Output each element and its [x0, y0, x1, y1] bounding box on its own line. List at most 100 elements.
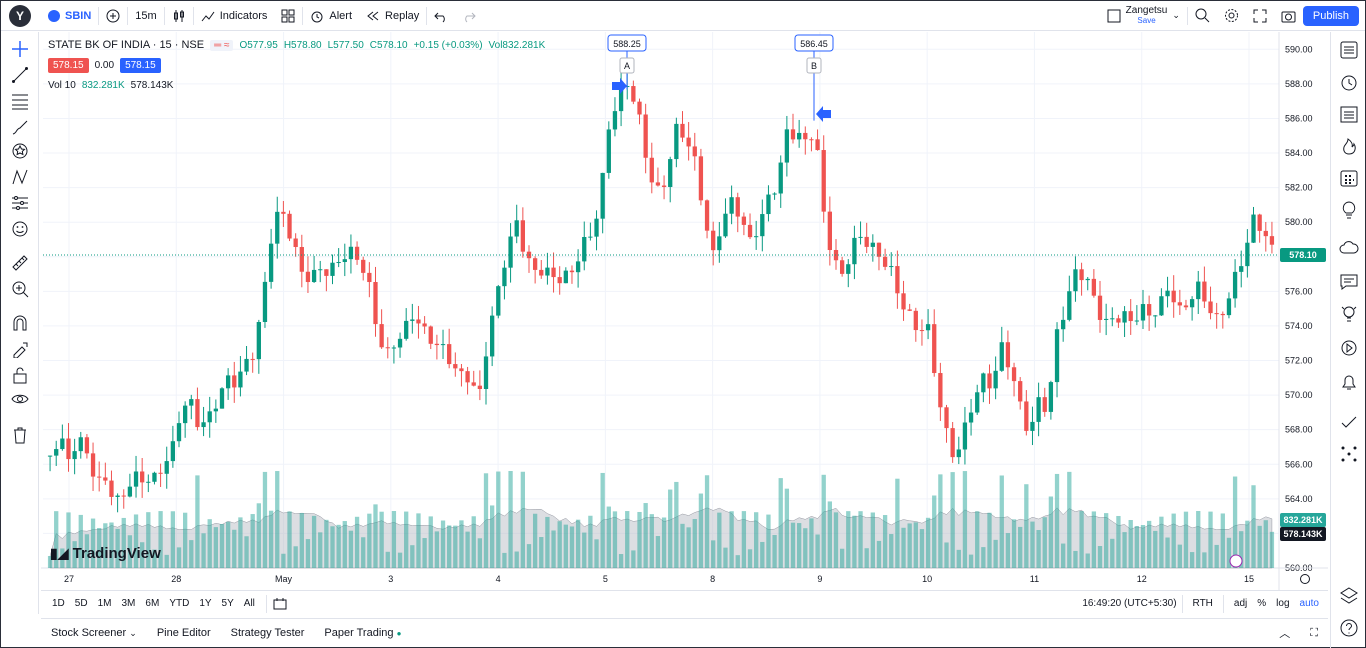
range-6m[interactable]: 6M [145, 598, 160, 609]
search-button[interactable] [1188, 1, 1217, 31]
layout-menu[interactable]: Zangetsu Save ⌄ [1100, 1, 1187, 31]
volume-bar [551, 530, 556, 568]
tab-strategy-tester[interactable]: Strategy Tester [230, 627, 305, 639]
chat-cloud-icon[interactable] [1339, 238, 1359, 258]
volume-bar [268, 510, 274, 568]
layers-icon[interactable] [1339, 586, 1359, 606]
range-buttons: 1D 5D 1M 3M 6M YTD 1Y 5Y All [47, 598, 260, 609]
user-avatar[interactable]: Y [9, 4, 31, 27]
volume-bar [895, 478, 900, 568]
settings-button[interactable] [1217, 1, 1246, 31]
range-3m[interactable]: 3M [121, 598, 136, 609]
tradingview-watermark[interactable]: ▮◢ TradingView [50, 545, 161, 562]
zoom-in-icon[interactable] [11, 280, 29, 298]
templates-button[interactable] [274, 1, 302, 31]
volume-bar [78, 514, 83, 568]
crosshair-icon[interactable] [11, 40, 29, 58]
redo-button[interactable] [455, 1, 483, 31]
alert-button[interactable]: Alert [303, 1, 359, 31]
maximize-panel-button[interactable]: ⛶ [1300, 627, 1328, 640]
price-axis-label: 590.00 [1285, 44, 1313, 54]
adj-button[interactable]: adj [1233, 598, 1248, 609]
indicators-button[interactable]: Indicators [194, 1, 275, 31]
lock-icon[interactable] [11, 366, 29, 384]
candle-body [459, 368, 464, 372]
notifications-bell-icon[interactable] [1339, 372, 1359, 392]
candle-body [502, 267, 507, 287]
measure-tools-icon[interactable] [11, 194, 29, 212]
trash-icon[interactable] [11, 426, 29, 444]
volume-bar [790, 522, 796, 568]
tab-stock-screener[interactable]: Stock Screener ⌄ [41, 627, 147, 639]
tab-pine-editor[interactable]: Pine Editor [156, 627, 211, 639]
fullscreen-button[interactable] [1246, 1, 1274, 31]
dom-icon[interactable] [1339, 412, 1359, 432]
axis-settings-icon[interactable] [1300, 574, 1310, 584]
range-5d[interactable]: 5D [74, 598, 88, 609]
object-tree-icon[interactable] [1339, 444, 1359, 464]
brush-icon[interactable] [11, 118, 29, 136]
candle-body [631, 86, 636, 102]
volume-bar [618, 554, 624, 568]
help-icon[interactable] [1339, 618, 1359, 638]
volume-indicator-label[interactable]: Vol 10 [48, 79, 76, 91]
publish-button[interactable]: Publish [1302, 5, 1359, 26]
range-1y[interactable]: 1Y [199, 598, 212, 609]
hotlists-fire-icon[interactable] [1339, 136, 1359, 156]
messages-icon[interactable] [1339, 272, 1359, 292]
trend-line-icon[interactable] [11, 66, 29, 84]
watchlist-icon[interactable] [1339, 40, 1359, 60]
range-1d[interactable]: 1D [52, 598, 65, 609]
range-all[interactable]: All [243, 598, 255, 609]
compare-button[interactable] [99, 1, 127, 31]
price-chart[interactable]: 27 28 May 3 4 5 8 9 10 11 12 15 590.00 588.00 586.00 58… [41, 32, 1328, 590]
ideas-bulb-icon[interactable] [1339, 200, 1359, 220]
undo-button[interactable] [427, 1, 455, 31]
volume-bar [784, 488, 790, 568]
bottom-panel-tabs: Stock Screener ⌄ Pine Editor Strategy Te… [41, 618, 1328, 647]
calendar-icon[interactable] [1339, 168, 1359, 188]
patterns-icon[interactable] [11, 142, 29, 160]
streams-play-icon[interactable] [1339, 338, 1359, 358]
fib-retracement-icon[interactable] [11, 92, 29, 110]
candle-body [1140, 304, 1146, 321]
tab-paper-trading[interactable]: Paper Trading ● [314, 627, 411, 639]
candle-body [60, 438, 65, 450]
volume-bar [729, 511, 734, 568]
range-5y[interactable]: 5Y [221, 598, 234, 609]
range-ytd[interactable]: YTD [169, 598, 190, 609]
chart-title[interactable]: STATE BK OF INDIA · 15 · NSE [48, 39, 205, 51]
sell-button[interactable]: 578.15 [48, 57, 89, 73]
chart-type-button[interactable] [165, 1, 193, 31]
symbol-search[interactable]: SBIN [41, 1, 98, 31]
forecast-icon[interactable] [11, 168, 29, 186]
log-button[interactable]: log [1276, 598, 1290, 609]
status-dot-icon: ● [396, 629, 402, 638]
interval-button[interactable]: 15m [135, 9, 157, 22]
data-window-icon[interactable] [1339, 104, 1359, 124]
candle-body [170, 441, 176, 462]
eye-icon[interactable] [11, 390, 29, 408]
emoji-icon[interactable] [11, 220, 29, 238]
lightbulb-icon[interactable] [1339, 304, 1359, 324]
candle-body [54, 449, 59, 456]
ruler-icon[interactable] [11, 254, 29, 272]
volume-bar [1146, 520, 1152, 568]
clock[interactable]: 16:49:20 (UTC+5:30) [1082, 598, 1177, 609]
snapshot-button[interactable] [1274, 1, 1303, 31]
auto-button[interactable]: auto [1299, 598, 1319, 609]
candle-body [741, 216, 747, 225]
buy-button[interactable]: 578.15 [120, 57, 161, 73]
collapse-panel-button[interactable]: ︿ [1269, 625, 1300, 641]
magnet-icon[interactable] [11, 314, 29, 332]
layout-save[interactable]: Save [1137, 15, 1156, 25]
percent-button[interactable]: % [1257, 598, 1267, 609]
candle-body [244, 358, 249, 372]
lock-drawing-icon[interactable] [11, 340, 29, 358]
time-axis-label: 10 [922, 574, 932, 584]
replay-button[interactable]: Replay [359, 1, 426, 31]
date-range-icon[interactable] [273, 597, 287, 610]
session-button[interactable]: RTH [1192, 598, 1213, 609]
alerts-clock-icon[interactable] [1339, 72, 1359, 92]
range-1m[interactable]: 1M [97, 598, 112, 609]
